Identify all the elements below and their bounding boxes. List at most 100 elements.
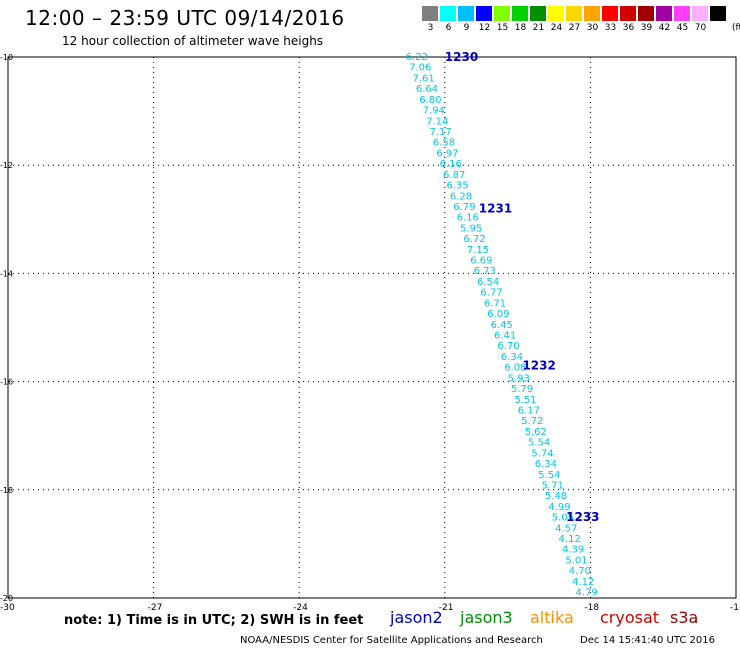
swh-value-label: 5.05 (552, 513, 574, 524)
swh-value-label: 4.39 (562, 545, 584, 556)
latitude-tick-label: -18 (0, 486, 13, 495)
scale-label: 39 (640, 23, 653, 33)
page-title: 12:00 – 23:59 UTC 09/14/2016 (25, 6, 345, 30)
swh-value-label: 7.14 (426, 116, 448, 127)
track-time-label: 1230 (445, 50, 478, 64)
swh-value-label: 6.35 (446, 181, 468, 192)
satellite-cryosat: cryosat (600, 608, 660, 627)
swh-value-label: 6.80 (419, 95, 441, 106)
scale-swatch (620, 6, 637, 21)
swh-value-label: 7.94 (423, 106, 445, 117)
swh-value-label: 5.54 (528, 438, 550, 449)
scale-swatch (530, 6, 547, 21)
scale-swatch (458, 6, 475, 21)
swh-value-label: 4.57 (555, 523, 577, 534)
swh-value-label: 6.77 (480, 288, 502, 299)
scale-label: 9 (463, 23, 470, 33)
swh-value-label: 7.06 (409, 63, 431, 74)
swh-value-label: 5.51 (514, 395, 536, 406)
swh-value-label: 5.01 (565, 555, 587, 566)
scale-label: 70 (694, 23, 707, 33)
swh-value-label: 6.16 (457, 213, 479, 224)
scale-swatch (584, 6, 601, 21)
longitude-tick-label: -24 (293, 603, 308, 613)
swh-value-label: 6.16 (440, 159, 462, 170)
swh-value-label: 6.54 (477, 277, 499, 288)
scale-label: 33 (604, 23, 617, 33)
swh-value-label: 6.34 (501, 352, 523, 363)
latitude-tick-label: -12 (0, 161, 13, 170)
satellite-jason3: jason3 (460, 608, 513, 627)
swh-value-label: 5.74 (531, 448, 553, 459)
track-time-label: 1233 (566, 510, 599, 524)
swh-value-label: 4.70 (569, 566, 591, 577)
scale-unit: (ft) (732, 23, 740, 33)
scale-label: 12 (478, 23, 491, 33)
swh-value-label: 5.62 (525, 427, 547, 438)
scale-label: 21 (532, 23, 545, 33)
scale-swatch (422, 6, 439, 21)
swh-value-label: 6.17 (518, 405, 540, 416)
swh-value-label: 6.79 (453, 202, 475, 213)
swh-value-label: 6.87 (443, 170, 465, 181)
scale-swatch (674, 6, 691, 21)
swh-value-label: 6.45 (491, 320, 513, 331)
swh-value-label: 4.79 (576, 588, 598, 599)
swh-value-label: 4.12 (572, 577, 594, 588)
latitude-tick-label: -10 (0, 53, 13, 62)
footer-timestamp: Dec 14 15:41:40 UTC 2016 (580, 635, 715, 646)
swh-value-label: 6.28 (450, 191, 472, 202)
swh-value-label: 4.99 (548, 502, 570, 513)
scale-swatch (692, 6, 709, 21)
swh-value-label: 5.54 (538, 470, 560, 481)
latitude-tick-label: -14 (0, 269, 13, 278)
scale-label: 18 (514, 23, 527, 33)
scale-swatch (476, 6, 493, 21)
swh-value-label: 6.72 (463, 234, 485, 245)
swh-value-label: 5.48 (545, 491, 567, 502)
satellite-altika: altika (530, 608, 574, 627)
swh-value-label: 6.69 (470, 256, 492, 267)
swh-value-label: 5.79 (511, 384, 533, 395)
scale-swatch (710, 6, 727, 21)
satellite-jason2: jason2 (390, 608, 443, 627)
swh-value-label: 6.71 (484, 298, 506, 309)
scale-swatch (440, 6, 457, 21)
swh-value-label: 5.95 (460, 223, 482, 234)
scale-swatch (548, 6, 565, 21)
track-time-label: 1232 (522, 358, 555, 372)
scale-swatch (656, 6, 673, 21)
swh-value-label: 5.72 (521, 416, 543, 427)
scale-label: 24 (550, 23, 563, 33)
swh-value-label: 6.41 (494, 331, 516, 342)
satellite-s3a: s3a (670, 608, 699, 627)
longitude-tick-label: -27 (148, 603, 163, 613)
swh-value-label: 6.34 (535, 459, 557, 470)
swh-value-label: 6.09 (487, 309, 509, 320)
scale-swatch (566, 6, 583, 21)
swh-value-label: 6.97 (436, 148, 458, 159)
scale-label: 30 (586, 23, 599, 33)
track-time-label: 1231 (479, 201, 512, 215)
scale-swatch (638, 6, 655, 21)
latitude-tick-label: -16 (0, 378, 13, 387)
map-frame (7, 56, 737, 599)
swh-value-label: 6.64 (416, 84, 438, 95)
longitude-tick-label: -30 (0, 603, 15, 613)
scale-swatch (602, 6, 619, 21)
scale-label: 6 (445, 23, 452, 33)
swh-value-label: 6.08 (504, 363, 526, 374)
scale-label: 15 (496, 23, 509, 33)
swh-value-label: 7.61 (412, 73, 434, 84)
swh-value-label: 7.15 (467, 245, 489, 256)
swh-value-label: 4.12 (559, 534, 581, 545)
longitude-tick-label: -18 (584, 603, 599, 613)
footer-credit: NOAA/NESDIS Center for Satellite Applica… (240, 635, 543, 646)
swh-value-label: 5.93 (508, 373, 530, 384)
latitude-tick-label: -20 (0, 594, 13, 603)
scale-label: 27 (568, 23, 581, 33)
scale-swatch (494, 6, 511, 21)
swh-value-label: 7.17 (429, 127, 451, 138)
swh-value-label: 6.58 (433, 138, 455, 149)
